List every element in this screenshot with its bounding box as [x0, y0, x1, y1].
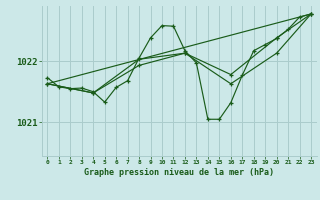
X-axis label: Graphe pression niveau de la mer (hPa): Graphe pression niveau de la mer (hPa) [84, 168, 274, 177]
